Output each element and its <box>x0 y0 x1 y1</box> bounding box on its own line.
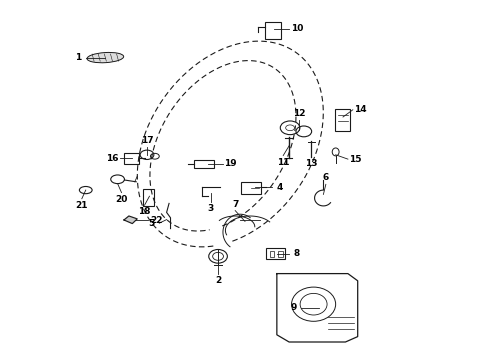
Text: 2: 2 <box>215 276 221 284</box>
Bar <box>270 251 274 257</box>
Text: 3: 3 <box>208 204 214 212</box>
Text: 15: 15 <box>349 154 362 163</box>
Polygon shape <box>124 216 137 224</box>
Text: 4: 4 <box>276 183 283 192</box>
Bar <box>335 109 350 131</box>
Bar <box>143 189 154 206</box>
Bar <box>266 248 285 259</box>
Text: 21: 21 <box>75 201 88 210</box>
Text: 7: 7 <box>232 199 239 209</box>
Text: 5: 5 <box>148 219 154 228</box>
Bar <box>278 251 283 257</box>
Text: 11: 11 <box>277 158 290 166</box>
Text: 22: 22 <box>150 216 163 225</box>
Text: 8: 8 <box>294 249 300 258</box>
Text: 9: 9 <box>290 303 297 312</box>
Bar <box>241 182 261 194</box>
Text: 18: 18 <box>138 207 151 216</box>
Text: 1: 1 <box>75 53 81 62</box>
Text: 14: 14 <box>354 105 367 114</box>
Ellipse shape <box>87 53 123 63</box>
Text: 19: 19 <box>224 159 237 168</box>
Text: 16: 16 <box>106 154 119 163</box>
Text: 12: 12 <box>293 109 305 117</box>
Text: 17: 17 <box>141 136 153 145</box>
Bar <box>194 160 214 168</box>
Text: 10: 10 <box>291 24 303 33</box>
Text: 13: 13 <box>305 158 318 168</box>
Bar <box>265 22 281 39</box>
Text: 6: 6 <box>323 174 329 182</box>
Bar <box>124 153 139 164</box>
Text: 20: 20 <box>115 194 128 203</box>
